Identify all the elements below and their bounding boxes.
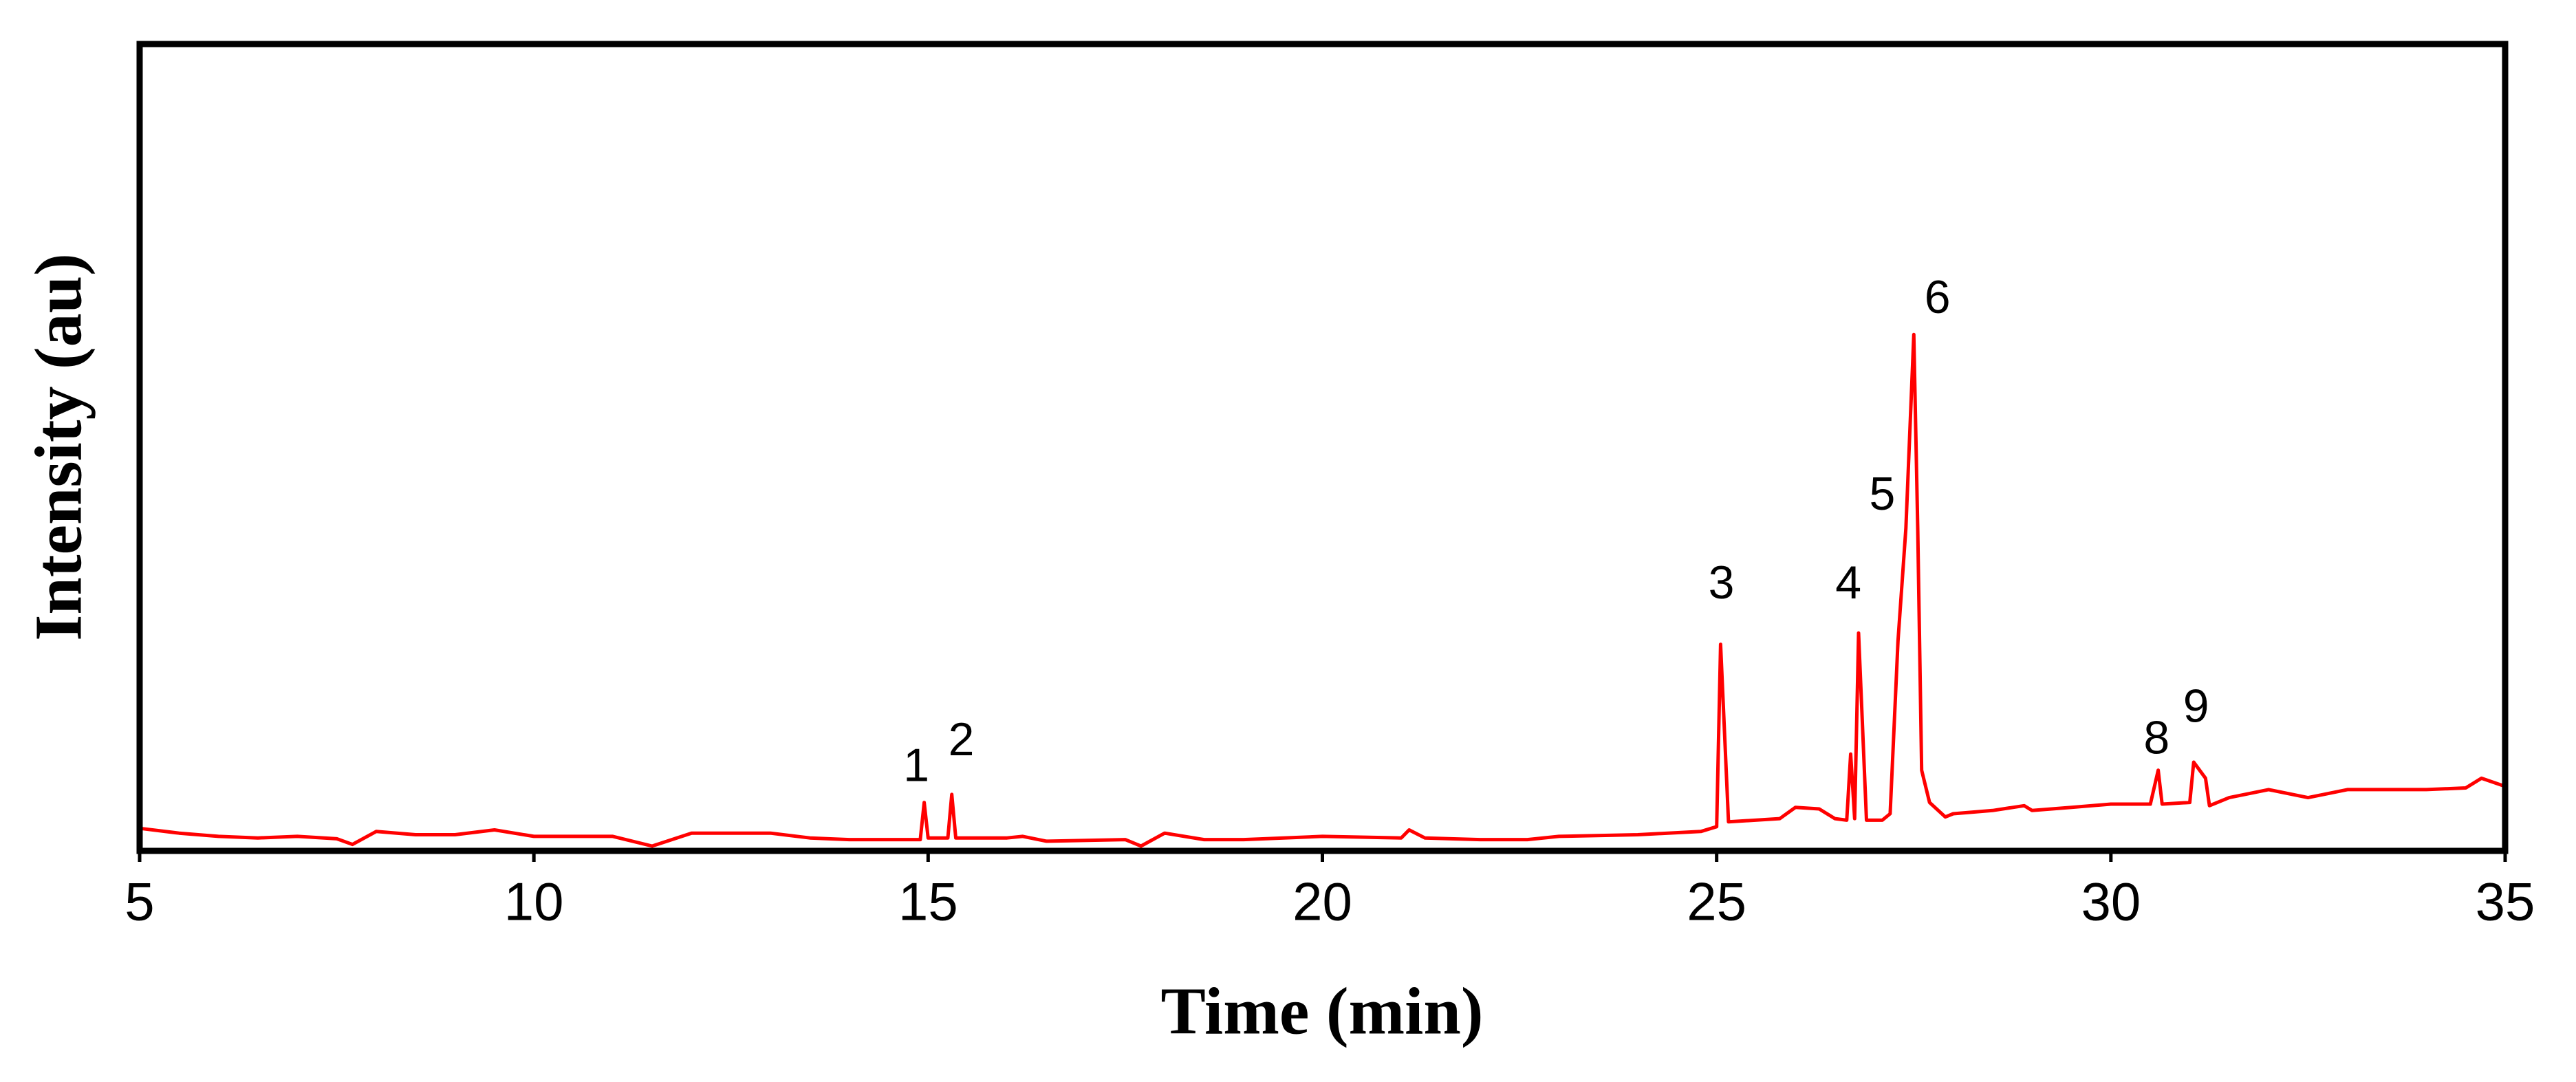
x-tick-label: 25 [1687,872,1746,932]
x-tick-label: 20 [1292,872,1352,932]
x-axis-title: Time (min) [1160,974,1483,1048]
peak-label: 9 [2183,680,2209,733]
trace-line [139,332,2506,848]
peak-label: 5 [1869,468,1895,520]
peak-label: 1 [903,739,929,791]
y-axis-title: Intensity (au) [21,253,96,641]
peak-label: 4 [1835,556,1861,609]
peak-label: 8 [2143,711,2169,764]
x-tick-label: 10 [504,872,564,932]
x-tick-label: 30 [2081,872,2141,932]
peak-label: 2 [949,713,975,766]
peak-label: 3 [1709,556,1735,609]
x-tick-label: 5 [125,872,154,932]
x-tick-label: 15 [898,872,958,932]
x-tick-label: 35 [2476,872,2535,932]
plot-frame [136,41,2509,854]
peak-label: 6 [1925,271,1951,323]
